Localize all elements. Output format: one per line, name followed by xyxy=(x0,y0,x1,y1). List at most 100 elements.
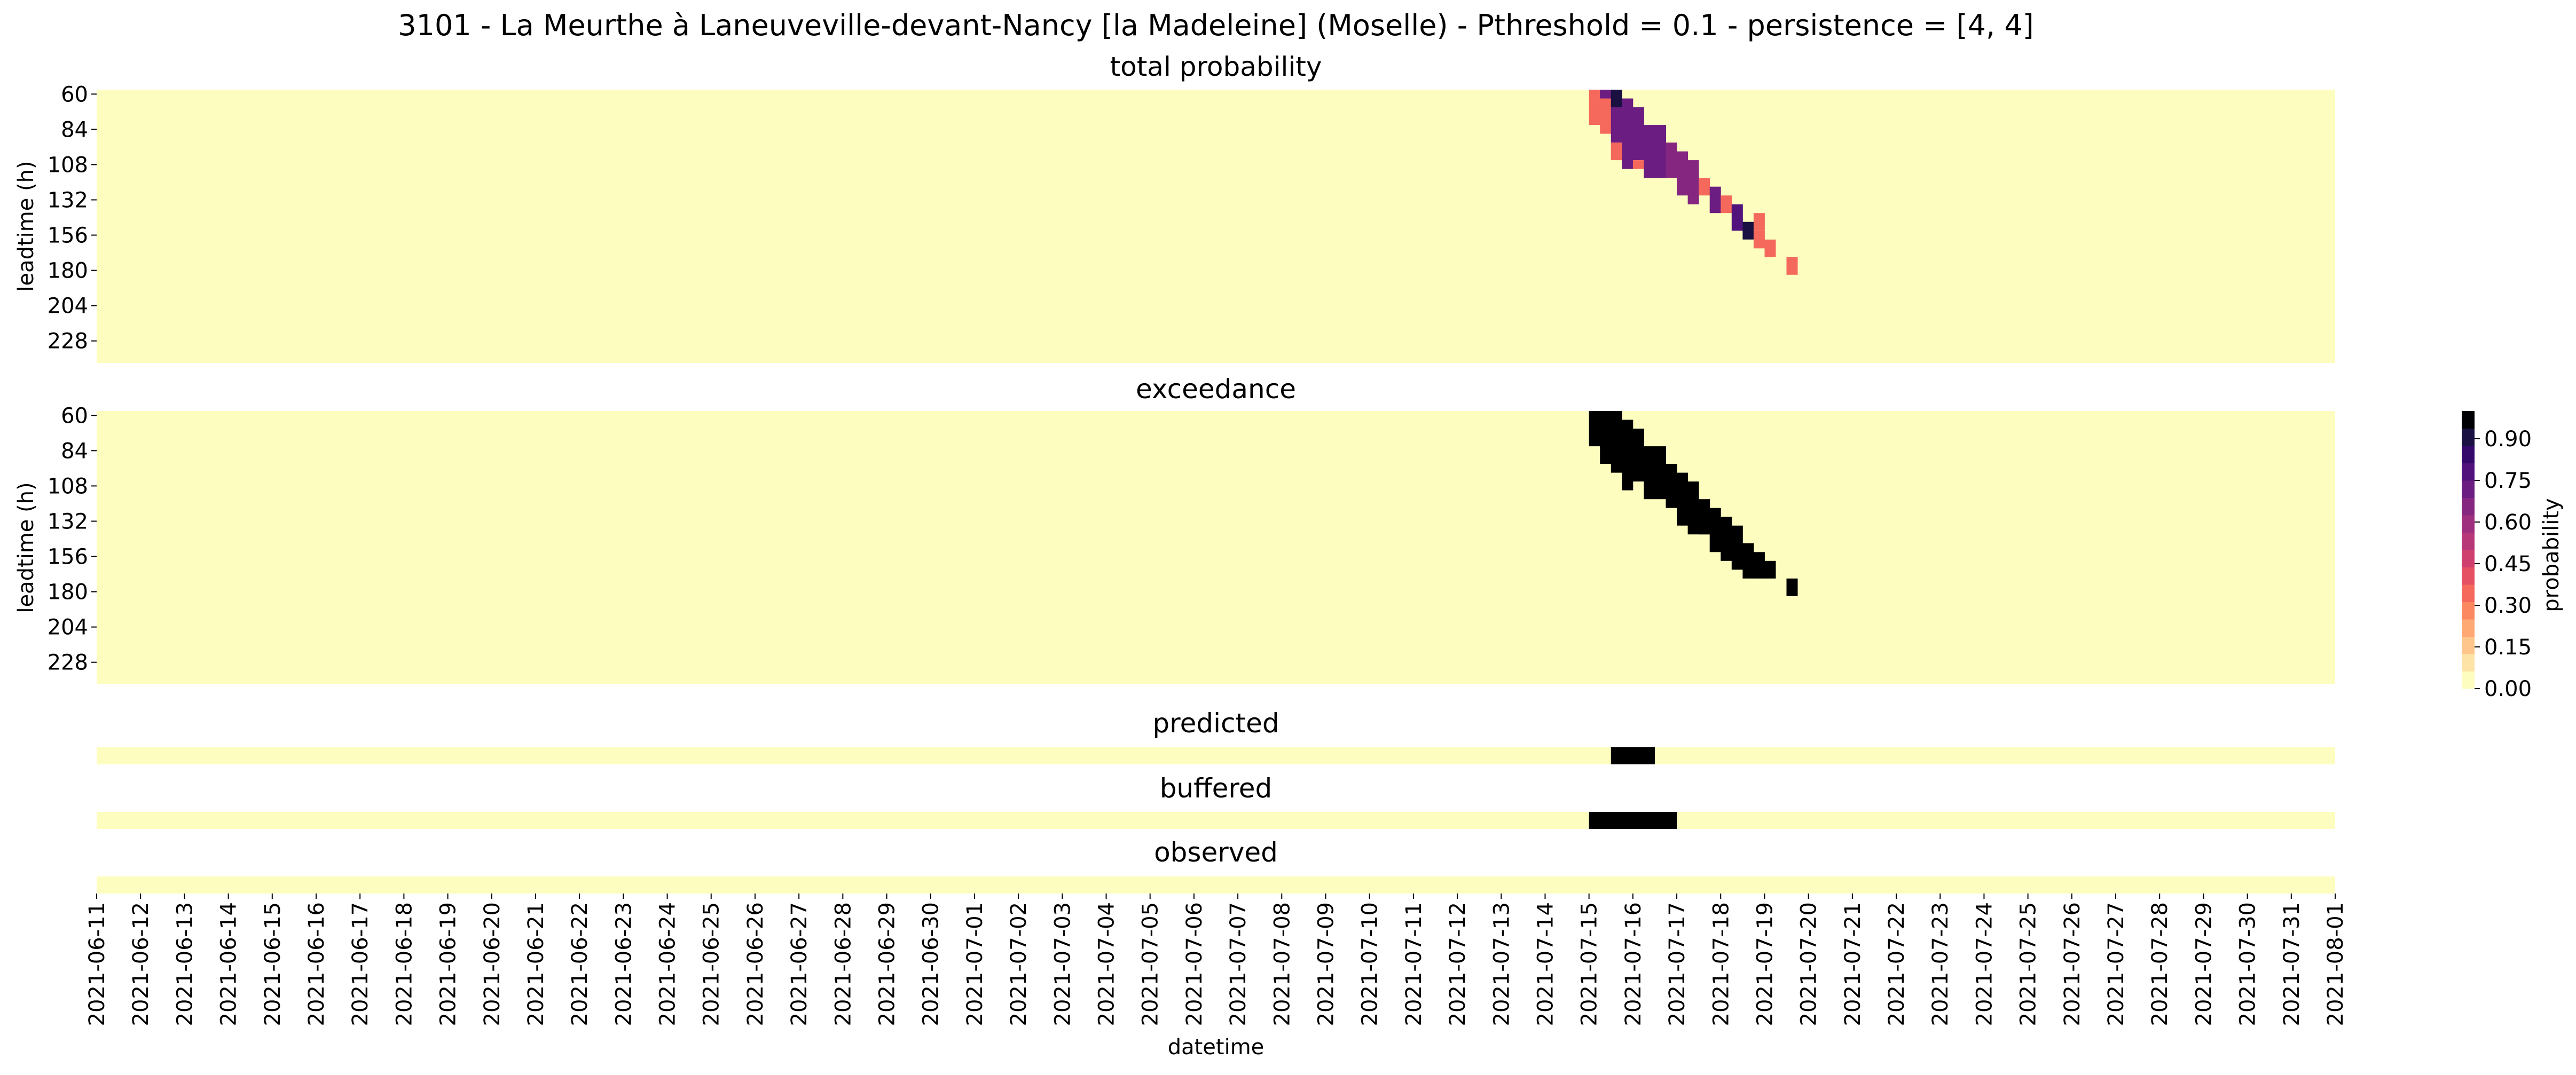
colorbar: 0.00 0.15 0.30 0.45 0.60 0.75 0.90 probability xyxy=(2462,411,2564,701)
colorbar-level xyxy=(2462,411,2475,429)
x-tick-label: 2021-06-25 xyxy=(700,902,724,1026)
heatmap-cell xyxy=(1622,98,1633,169)
x-tick-label: 2021-06-27 xyxy=(787,902,812,1026)
heatmap-cells-exceedance xyxy=(1589,411,1798,596)
figure-title: 3101 - La Meurthe à Laneuveville-devant-… xyxy=(398,9,2034,42)
heatmap-cell xyxy=(1655,125,1666,178)
colorbar-level xyxy=(2462,602,2475,620)
x-tick-label: 2021-06-18 xyxy=(392,902,417,1026)
colorbar-level xyxy=(2462,515,2475,533)
heatmap-cell xyxy=(1622,420,1633,491)
panel-title-buffered: buffered xyxy=(1160,773,1273,804)
heatmap-cell xyxy=(1655,446,1666,500)
strip-background-buffered xyxy=(97,812,2335,829)
heatmap-cell xyxy=(1742,543,1754,579)
heatmap-cell xyxy=(1687,481,1699,535)
panel-predicted: predicted xyxy=(97,708,2335,764)
x-tick-label: 2021-07-11 xyxy=(1402,902,1426,1026)
y-ticks-total-probability: 60 84 108 132 156 180 204 228 xyxy=(48,82,97,354)
x-tick-label: 2021-07-08 xyxy=(1270,902,1294,1026)
x-tick-label: 2021-06-15 xyxy=(261,902,285,1026)
heatmap-cell xyxy=(1786,257,1798,275)
heatmap-cell xyxy=(1600,90,1612,99)
colorbar-level xyxy=(2462,619,2475,637)
panel-buffered: buffered xyxy=(97,773,2335,829)
colorbar-ticks: 0.00 0.15 0.30 0.45 0.60 0.75 0.90 xyxy=(2475,427,2532,701)
heatmap-cell xyxy=(1764,239,1776,257)
heatmap-cell xyxy=(1611,90,1622,107)
x-tick-label: 2021-06-29 xyxy=(875,902,900,1026)
heatmap-cell xyxy=(1677,472,1688,526)
x-tick-label: 2021-06-22 xyxy=(568,902,592,1026)
y-tick-label: 204 xyxy=(48,294,88,319)
heatmap-cell xyxy=(1632,107,1644,161)
strip-cell xyxy=(1611,747,1655,764)
colorbar-label: probability xyxy=(2539,498,2564,612)
colorbar-level xyxy=(2462,636,2475,654)
panel-exceedance: exceedance leadtime (h) 60 84 108 132 156 180… xyxy=(14,374,2335,684)
x-tick-label: 2021-06-16 xyxy=(304,902,329,1026)
x-tick-label: 2021-07-17 xyxy=(1665,902,1690,1026)
x-tick-label: 2021-07-12 xyxy=(1446,902,1470,1026)
heatmap-background-exceedance xyxy=(97,411,2335,684)
heatmap-cells-total-probability xyxy=(1589,90,1798,275)
panel-total-probability: total probability leadtime (h) 60 84 108 13… xyxy=(14,51,2335,363)
x-tick-label: 2021-07-01 xyxy=(963,902,987,1026)
y-tick-label: 132 xyxy=(48,509,88,534)
y-tick-label: 180 xyxy=(48,580,88,605)
heatmap-cell xyxy=(1600,98,1612,134)
heatmap-cell xyxy=(1753,231,1765,249)
strip-cells-predicted xyxy=(1611,747,1655,764)
colorbar-level xyxy=(2462,550,2475,567)
x-tick-label: 2021-07-06 xyxy=(1182,902,1207,1026)
heatmap-cell xyxy=(1709,186,1721,214)
panel-observed: observed xyxy=(97,837,2335,894)
heatmap-cell xyxy=(1611,143,1622,161)
x-tick-label: 2021-06-11 xyxy=(85,902,109,1026)
heatmap-cell xyxy=(1600,411,1612,464)
heatmap-cell xyxy=(1753,213,1765,231)
y-tick-label: 84 xyxy=(61,117,88,142)
colorbar-tick-label: 0.15 xyxy=(2484,635,2532,660)
x-tick-label: 2021-07-23 xyxy=(1928,902,1953,1026)
x-tick-label: 2021-06-23 xyxy=(611,902,636,1026)
heatmap-cell xyxy=(1699,178,1710,196)
x-tick-label: 2021-06-14 xyxy=(217,902,241,1026)
heatmap-cell xyxy=(1666,143,1677,178)
colorbar-level xyxy=(2462,428,2475,446)
heatmap-cell xyxy=(1589,107,1600,125)
heatmap-cell xyxy=(1589,411,1600,447)
colorbar-tick-label: 0.30 xyxy=(2484,594,2532,618)
y-tick-label: 228 xyxy=(48,329,88,354)
heatmap-cell xyxy=(1764,560,1776,579)
y-axis-label-exceedance: leadtime (h) xyxy=(14,482,38,613)
colorbar-level xyxy=(2462,654,2475,671)
colorbar-level xyxy=(2462,567,2475,585)
colorbar-level xyxy=(2462,532,2475,550)
x-tick-label: 2021-07-14 xyxy=(1534,902,1558,1026)
x-tick-label: 2021-07-02 xyxy=(1007,902,1031,1026)
x-tick-label: 2021-07-05 xyxy=(1138,902,1163,1026)
x-tick-label: 2021-06-17 xyxy=(348,902,373,1026)
strip-cell xyxy=(1589,812,1677,829)
x-tick-label: 2021-07-15 xyxy=(1577,902,1602,1026)
heatmap-cell xyxy=(1721,517,1732,561)
x-tick-label: 2021-07-27 xyxy=(2104,902,2129,1026)
x-tick-label: 2021-07-13 xyxy=(1489,902,1514,1026)
x-tick-label: 2021-07-20 xyxy=(1797,902,1821,1026)
x-tick-label: 2021-07-22 xyxy=(1884,902,1909,1026)
y-tick-label: 108 xyxy=(48,474,88,499)
strip-background-observed xyxy=(97,876,2335,894)
panel-title-exceedance: exceedance xyxy=(1136,374,1296,405)
y-ticks-exceedance: 60 84 108 132 156 180 204 228 xyxy=(48,404,97,675)
heatmap-cell xyxy=(1666,464,1677,508)
y-tick-label: 60 xyxy=(61,82,88,107)
heatmap-cell xyxy=(1611,107,1622,143)
x-tick-label: 2021-08-01 xyxy=(2323,902,2348,1026)
x-tick-label: 2021-07-21 xyxy=(1841,902,1865,1026)
colorbar-level xyxy=(2462,463,2475,481)
x-tick-label: 2021-06-26 xyxy=(743,902,768,1026)
heatmap-cell xyxy=(1721,195,1732,214)
strip-cells-buffered xyxy=(1589,812,1677,829)
x-tick-label: 2021-07-07 xyxy=(1226,902,1251,1026)
